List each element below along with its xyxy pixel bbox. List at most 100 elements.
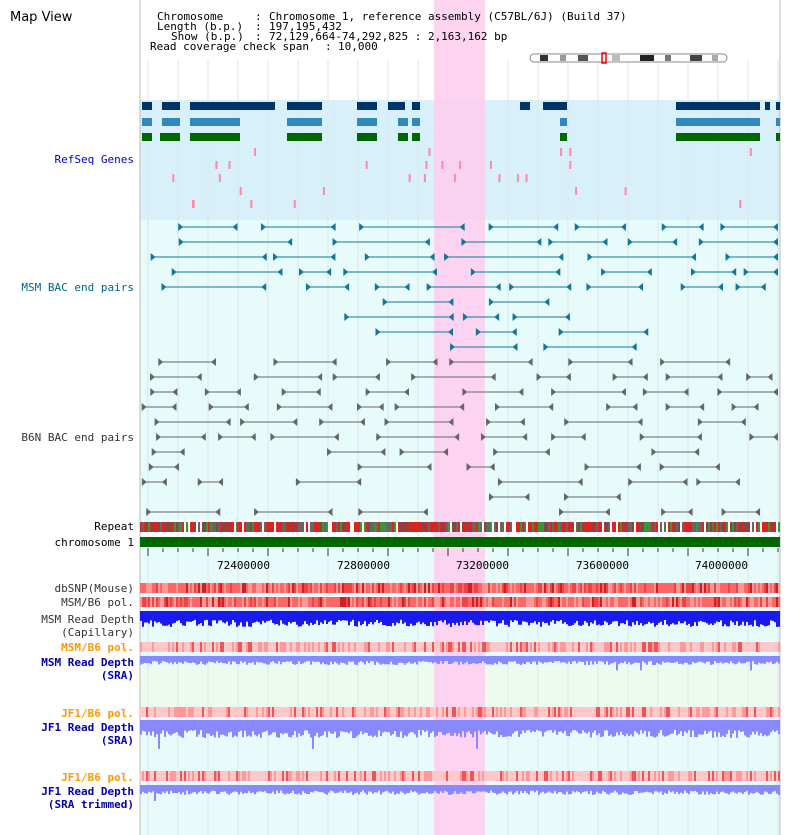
polymorphism-cell <box>208 771 210 781</box>
track-label-chromosome[interactable]: chromosome 1 <box>54 536 134 549</box>
polymorphism-cell <box>332 597 334 607</box>
read-depth-bar <box>506 720 508 737</box>
read-depth-bar <box>686 720 688 734</box>
read-depth-bar <box>486 720 488 735</box>
read-depth-bar <box>416 785 418 793</box>
read-depth-bar <box>436 785 438 794</box>
read-depth-bar <box>408 611 410 627</box>
read-depth-bar <box>758 785 760 794</box>
read-depth-bar <box>248 611 250 627</box>
polymorphism-cell <box>588 583 590 593</box>
polymorphism-cell <box>292 642 294 652</box>
track-label-jf1-b6-pol-2[interactable]: JF1/B6 pol. <box>61 771 134 784</box>
read-depth-bar <box>302 720 304 736</box>
read-depth-bar <box>688 785 690 795</box>
polymorphism-cell <box>422 771 424 781</box>
polymorphism-cell <box>324 642 326 652</box>
read-depth-bar <box>750 785 752 793</box>
bac-end-marker <box>358 508 364 516</box>
read-depth-bar <box>754 785 756 793</box>
track-label-line-1: MSM Read Depth <box>41 613 134 626</box>
polymorphism-cell <box>468 583 470 593</box>
read-depth-bar <box>144 785 146 794</box>
polymorphism-cell <box>214 583 216 593</box>
bac-end-marker <box>344 283 350 291</box>
read-depth-bar <box>454 656 456 662</box>
polymorphism-cell <box>768 597 770 607</box>
polymorphism-cell <box>756 707 758 717</box>
polymorphism-cell <box>614 642 616 652</box>
read-depth-bar <box>224 656 226 664</box>
polymorphism-cell <box>424 707 426 717</box>
read-depth-bar <box>372 720 374 738</box>
track-label-dbsnp[interactable]: dbSNP(Mouse) <box>54 582 134 595</box>
repeat-element <box>758 522 760 532</box>
repeat-element <box>754 522 756 532</box>
track-label-jf1-b6-pol[interactable]: JF1/B6 pol. <box>61 707 134 720</box>
polymorphism-cell <box>524 707 526 717</box>
polymorphism-cell <box>730 597 732 607</box>
read-depth-bar <box>606 656 608 662</box>
polymorphism-cell <box>438 642 440 652</box>
track-label-msm-b6-pol[interactable]: MSM/B6 pol. <box>61 596 134 609</box>
read-depth-bar <box>194 785 196 792</box>
repeat-element <box>680 522 682 532</box>
polymorphism-cell <box>574 771 576 781</box>
read-depth-bar <box>204 785 206 792</box>
polymorphism-cell <box>368 707 370 717</box>
read-depth-bar <box>642 720 644 734</box>
repeat-element <box>182 522 184 532</box>
polymorphism-cell <box>364 642 366 652</box>
repeat-element <box>272 522 274 532</box>
track-label-jf1-read-sra[interactable]: JF1 Read Depth (SRA) <box>41 721 134 747</box>
read-depth-bar <box>554 611 556 624</box>
polymorphism-cell <box>276 642 278 652</box>
track-label-refseq[interactable]: RefSeq Genes <box>54 153 134 166</box>
read-depth-bar <box>404 656 406 665</box>
polymorphism-cell <box>296 707 298 717</box>
polymorphism-cell <box>560 642 562 652</box>
polymorphism-cell <box>394 707 396 717</box>
polymorphism-cell <box>314 707 316 717</box>
read-depth-bar <box>538 785 540 795</box>
track-label-msm-read-capillary[interactable]: MSM Read Depth (Capillary) <box>41 613 134 639</box>
gene-exon-block <box>287 102 322 110</box>
read-depth-bar <box>500 656 502 663</box>
polymorphism-cell <box>512 771 514 781</box>
track-label-b6n-bac[interactable]: B6N BAC end pairs <box>21 431 134 444</box>
repeat-element <box>628 522 630 532</box>
repeat-element <box>150 522 152 532</box>
polymorphism-cell <box>226 771 228 781</box>
read-depth-bar <box>738 785 740 793</box>
read-depth-bar <box>464 785 466 795</box>
read-depth-bar <box>674 785 676 794</box>
polymorphism-cell <box>440 597 442 607</box>
track-label-repeat[interactable]: Repeat <box>94 520 134 533</box>
track-label-jf1-read-trimmed[interactable]: JF1 Read Depth (SRA trimmed) <box>41 785 134 811</box>
read-depth-bar <box>710 785 712 794</box>
repeat-element <box>504 522 506 532</box>
read-depth-bar <box>180 785 182 795</box>
track-label-msm-b6-pol-2[interactable]: MSM/B6 pol. <box>61 641 134 654</box>
polymorphism-cell <box>214 642 216 652</box>
polymorphism-cell <box>762 707 764 717</box>
read-depth-bar <box>694 611 696 623</box>
polymorphism-cell <box>208 707 210 717</box>
polymorphism-cell <box>618 642 620 652</box>
read-depth-bar <box>232 611 234 620</box>
polymorphism-cell <box>314 583 316 593</box>
read-depth-bar <box>726 656 728 663</box>
polymorphism-cell <box>330 642 332 652</box>
polymorphism-cell <box>448 642 450 652</box>
read-depth-bar <box>244 785 246 793</box>
read-depth-bar <box>692 720 694 731</box>
polymorphism-cell <box>152 771 154 781</box>
polymorphism-cell <box>358 771 360 781</box>
track-label-msm-bac[interactable]: MSM BAC end pairs <box>21 281 134 294</box>
track-label-msm-read-sra[interactable]: MSM Read Depth (SRA) <box>41 656 134 682</box>
read-depth-bar <box>574 611 576 624</box>
polymorphism-cell <box>362 707 364 717</box>
polymorphism-cell <box>280 597 282 607</box>
read-depth-bar <box>594 720 596 731</box>
